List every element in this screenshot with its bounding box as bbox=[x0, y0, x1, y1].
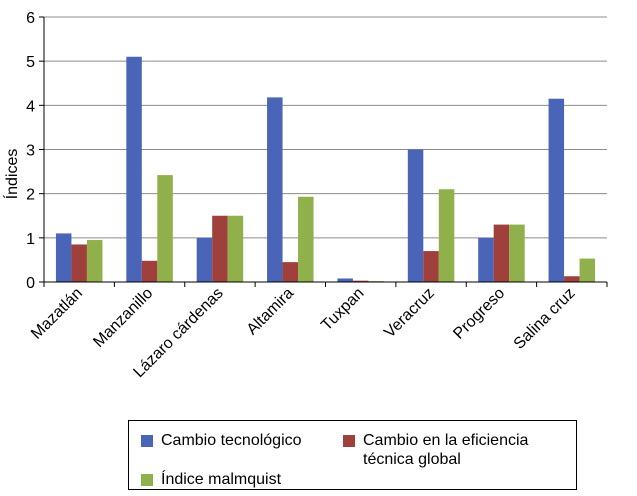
y-tick-label: 4 bbox=[26, 98, 35, 115]
bar bbox=[493, 224, 510, 282]
legend-item-cambio-tecnologico: Cambio tecnológico bbox=[141, 431, 302, 450]
bar bbox=[337, 278, 353, 282]
bar bbox=[298, 196, 314, 282]
axes bbox=[39, 16, 608, 287]
legend: Cambio tecnológico Cambio en la eficienc… bbox=[128, 420, 577, 490]
bar bbox=[282, 262, 299, 282]
bar bbox=[141, 260, 158, 282]
bar bbox=[227, 215, 244, 282]
legend-item-cambio-eficiencia: Cambio en la eficiencia técnica global bbox=[343, 431, 528, 469]
legend-item-indice-malmquist: Índice malmquist bbox=[141, 470, 281, 489]
bar bbox=[548, 98, 565, 282]
bar bbox=[352, 280, 369, 282]
bar bbox=[509, 224, 525, 282]
x-tick-label: Salina cruz bbox=[511, 285, 579, 353]
bar bbox=[438, 189, 455, 282]
bars bbox=[55, 56, 596, 282]
y-tick-label: 2 bbox=[26, 187, 35, 204]
bar bbox=[71, 244, 87, 282]
x-tick-label: Manzanillo bbox=[90, 285, 156, 351]
legend-label: Cambio en la eficiencia técnica global bbox=[363, 432, 529, 468]
x-tick-label: Mazatlán bbox=[28, 285, 86, 343]
legend-label: Índice malmquist bbox=[161, 471, 282, 488]
y-tick-labels: 0 1 2 3 4 5 6 bbox=[26, 10, 35, 292]
bar bbox=[86, 240, 103, 282]
legend-swatch-red bbox=[343, 435, 355, 447]
x-tick-label: Veracruz bbox=[381, 285, 438, 342]
bar bbox=[478, 237, 494, 282]
bar bbox=[423, 251, 439, 282]
bar bbox=[267, 97, 283, 282]
bar bbox=[579, 258, 596, 282]
bar bbox=[212, 215, 228, 282]
y-tick-label: 3 bbox=[26, 143, 35, 160]
legend-swatch-green bbox=[141, 474, 153, 486]
y-tick-label: 6 bbox=[26, 10, 35, 27]
bar bbox=[196, 237, 213, 282]
y-tick-label: 5 bbox=[26, 54, 35, 71]
x-tick-label: Altamira bbox=[244, 285, 298, 339]
bar bbox=[55, 233, 72, 282]
bar bbox=[157, 175, 173, 282]
bar bbox=[126, 56, 142, 282]
y-tick-label: 1 bbox=[26, 231, 35, 248]
legend-swatch-blue bbox=[141, 435, 153, 447]
bar bbox=[564, 276, 580, 282]
y-axis-label: Índices bbox=[2, 149, 21, 200]
bar bbox=[407, 149, 424, 282]
legend-label: Cambio tecnológico bbox=[161, 432, 302, 449]
y-tick-label: 0 bbox=[26, 275, 35, 292]
x-tick-label: Progreso bbox=[450, 285, 508, 343]
x-tick-label: Tuxpan bbox=[318, 285, 367, 334]
